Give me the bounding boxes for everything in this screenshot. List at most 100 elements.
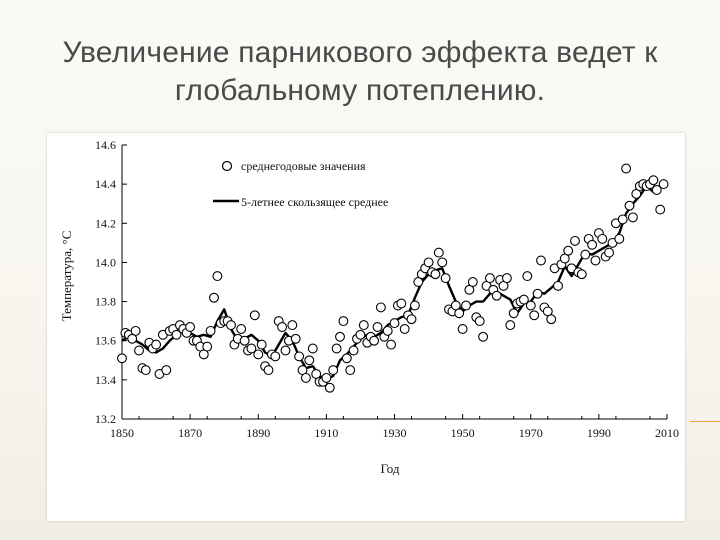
- data-point: [249, 310, 260, 321]
- x-tick-label: 1850: [110, 426, 134, 440]
- data-point: [461, 300, 471, 311]
- chart-legend: среднегодовые значения 5-летнее скользящ…: [213, 159, 388, 209]
- data-point: [467, 277, 478, 287]
- data-point: [525, 300, 536, 311]
- data-point: [457, 324, 468, 334]
- data-point: [140, 365, 151, 376]
- data-point: [546, 314, 557, 325]
- data-point: [171, 329, 182, 340]
- data-point: [205, 325, 216, 336]
- data-point: [532, 288, 543, 299]
- data-point: [307, 343, 318, 354]
- data-point: [386, 339, 397, 350]
- data-point: [358, 320, 369, 331]
- x-axis-label: Год: [380, 461, 399, 476]
- data-point: [651, 185, 662, 195]
- y-tick-label: 13.6: [95, 334, 116, 348]
- data-point: [202, 341, 213, 352]
- data-point: [256, 339, 267, 350]
- data-point: [587, 239, 598, 250]
- data-point: [236, 324, 247, 334]
- data-point: [505, 320, 516, 331]
- data-point: [389, 318, 400, 329]
- data-point: [406, 314, 417, 325]
- data-point: [324, 382, 335, 393]
- data-point: [501, 273, 512, 284]
- data-point: [518, 294, 529, 305]
- data-point: [185, 322, 196, 332]
- data-point: [300, 372, 311, 383]
- data-point: [627, 212, 638, 223]
- data-point: [280, 345, 291, 356]
- data-point: [253, 349, 264, 360]
- data-point: [614, 233, 625, 244]
- data-point: [597, 233, 608, 244]
- x-tick-label: 1930: [383, 426, 407, 440]
- data-point: [474, 316, 485, 327]
- data-point: [117, 353, 127, 364]
- data-point: [655, 204, 666, 215]
- data-point: [209, 292, 219, 303]
- y-tick-label: 14.6: [95, 138, 116, 152]
- x-tick-label: 1870: [178, 426, 202, 440]
- data-point: [624, 200, 635, 211]
- data-point: [399, 324, 410, 334]
- accent-divider: [690, 421, 720, 422]
- data-point: [277, 322, 288, 332]
- legend-label-annual: среднегодовые значения: [241, 159, 366, 173]
- data-point: [522, 271, 533, 282]
- data-point: [617, 214, 628, 225]
- y-tick-label: 14.0: [95, 255, 116, 269]
- data-point: [246, 343, 257, 354]
- data-point: [508, 308, 519, 319]
- temperature-chart: 13.2 13.4 13.6 13.8 14.0 14.2 14.4 14.6 1850 1870…: [59, 138, 679, 476]
- x-tick-label: 1890: [246, 426, 270, 440]
- data-point: [130, 325, 141, 336]
- y-tick-label: 14.2: [95, 216, 116, 230]
- x-tick-label: 2010: [655, 426, 679, 440]
- chart-marks: [117, 163, 669, 393]
- data-point: [270, 351, 281, 362]
- data-point: [484, 273, 495, 284]
- x-tick-label: 1990: [587, 426, 611, 440]
- data-point: [576, 269, 587, 280]
- y-tick-label: 13.2: [95, 412, 116, 426]
- data-point: [151, 339, 162, 350]
- data-point: [290, 333, 301, 344]
- data-point: [409, 300, 420, 311]
- data-point: [491, 290, 502, 301]
- y-tick-label: 14.4: [95, 177, 116, 191]
- chart-ticks: 13.2 13.4 13.6 13.8 14.0 14.2 14.4 14.6 1850 1870…: [95, 138, 679, 440]
- slide-title-line-1: Увеличение парникового эффекта ведет к: [62, 36, 658, 69]
- y-tick-label: 13.8: [95, 295, 116, 309]
- data-point: [239, 335, 250, 346]
- data-point: [335, 331, 345, 342]
- chart-panel: 13.2 13.4 13.6 13.8 14.0 14.2 14.4 14.6 1850 1870…: [47, 133, 685, 521]
- data-point: [590, 255, 601, 266]
- slide-title: Увеличение парникового эффекта ведет к г…: [40, 34, 680, 110]
- data-point: [604, 247, 615, 258]
- data-point: [338, 316, 349, 327]
- legend-label-moving-average: 5-летнее скользящее среднее: [241, 195, 388, 209]
- data-point: [437, 257, 448, 268]
- data-point: [423, 257, 434, 268]
- data-point: [294, 351, 305, 362]
- data-point: [430, 269, 441, 280]
- data-point: [348, 345, 359, 356]
- data-point: [355, 329, 366, 340]
- data-point: [433, 247, 444, 258]
- chart-axes: [121, 145, 667, 420]
- data-point: [212, 271, 223, 282]
- data-point: [553, 280, 563, 291]
- data-point: [478, 331, 489, 342]
- data-point: [621, 163, 632, 174]
- legend-marker-circle: [221, 160, 233, 172]
- data-point: [226, 320, 236, 331]
- data-point: [536, 255, 546, 266]
- data-point: [648, 175, 659, 186]
- data-point: [287, 320, 298, 331]
- y-axis-label: Температура, °С: [59, 231, 74, 322]
- x-tick-label: 1970: [519, 426, 543, 440]
- data-point: [658, 179, 669, 190]
- x-tick-label: 1910: [314, 426, 338, 440]
